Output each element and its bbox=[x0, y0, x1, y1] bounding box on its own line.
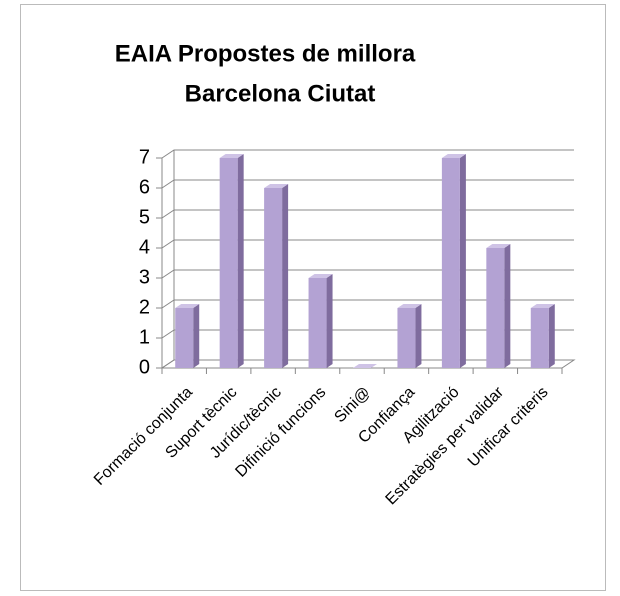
grid-line bbox=[161, 359, 574, 369]
grid-line bbox=[161, 269, 574, 279]
y-tick-label: 2 bbox=[139, 296, 150, 318]
bar-side bbox=[548, 304, 555, 368]
bar-top bbox=[264, 184, 289, 188]
bar bbox=[175, 308, 194, 368]
bar-top bbox=[353, 364, 377, 368]
bar-top bbox=[397, 304, 422, 308]
bar-side bbox=[415, 304, 422, 368]
bar-top bbox=[219, 154, 244, 158]
bar bbox=[264, 188, 283, 368]
bar bbox=[219, 158, 238, 368]
grid-line bbox=[161, 209, 574, 219]
grid-line bbox=[161, 149, 574, 159]
bar-side bbox=[282, 184, 289, 368]
bar bbox=[308, 278, 327, 368]
y-tick-label: 3 bbox=[139, 266, 150, 288]
grid-line bbox=[161, 329, 574, 339]
y-tick-label: 7 bbox=[139, 146, 150, 168]
bar-side bbox=[459, 154, 466, 368]
bar-top bbox=[486, 244, 511, 248]
grid-line bbox=[161, 299, 574, 309]
bar-top bbox=[441, 154, 466, 158]
grid-line bbox=[161, 179, 574, 189]
bar-side bbox=[237, 154, 244, 368]
y-tick-label: 4 bbox=[139, 236, 150, 258]
bar bbox=[441, 158, 460, 368]
bar-top bbox=[308, 274, 333, 278]
bar bbox=[530, 308, 549, 368]
y-tick-label: 6 bbox=[139, 176, 150, 198]
chart-title: EAIA Propostes de millora bbox=[115, 40, 416, 67]
y-tick-label: 1 bbox=[139, 326, 150, 348]
bar-side bbox=[193, 304, 200, 368]
bar-top bbox=[530, 304, 555, 308]
bar-top bbox=[175, 304, 200, 308]
y-tick-label: 5 bbox=[139, 206, 150, 228]
chart-title: Barcelona Ciutat bbox=[185, 80, 376, 107]
grid-line bbox=[161, 239, 574, 249]
bar-side bbox=[504, 244, 511, 368]
y-tick-label: 0 bbox=[139, 356, 150, 378]
bar bbox=[397, 308, 416, 368]
bar bbox=[486, 248, 505, 368]
bar-side bbox=[326, 274, 333, 368]
